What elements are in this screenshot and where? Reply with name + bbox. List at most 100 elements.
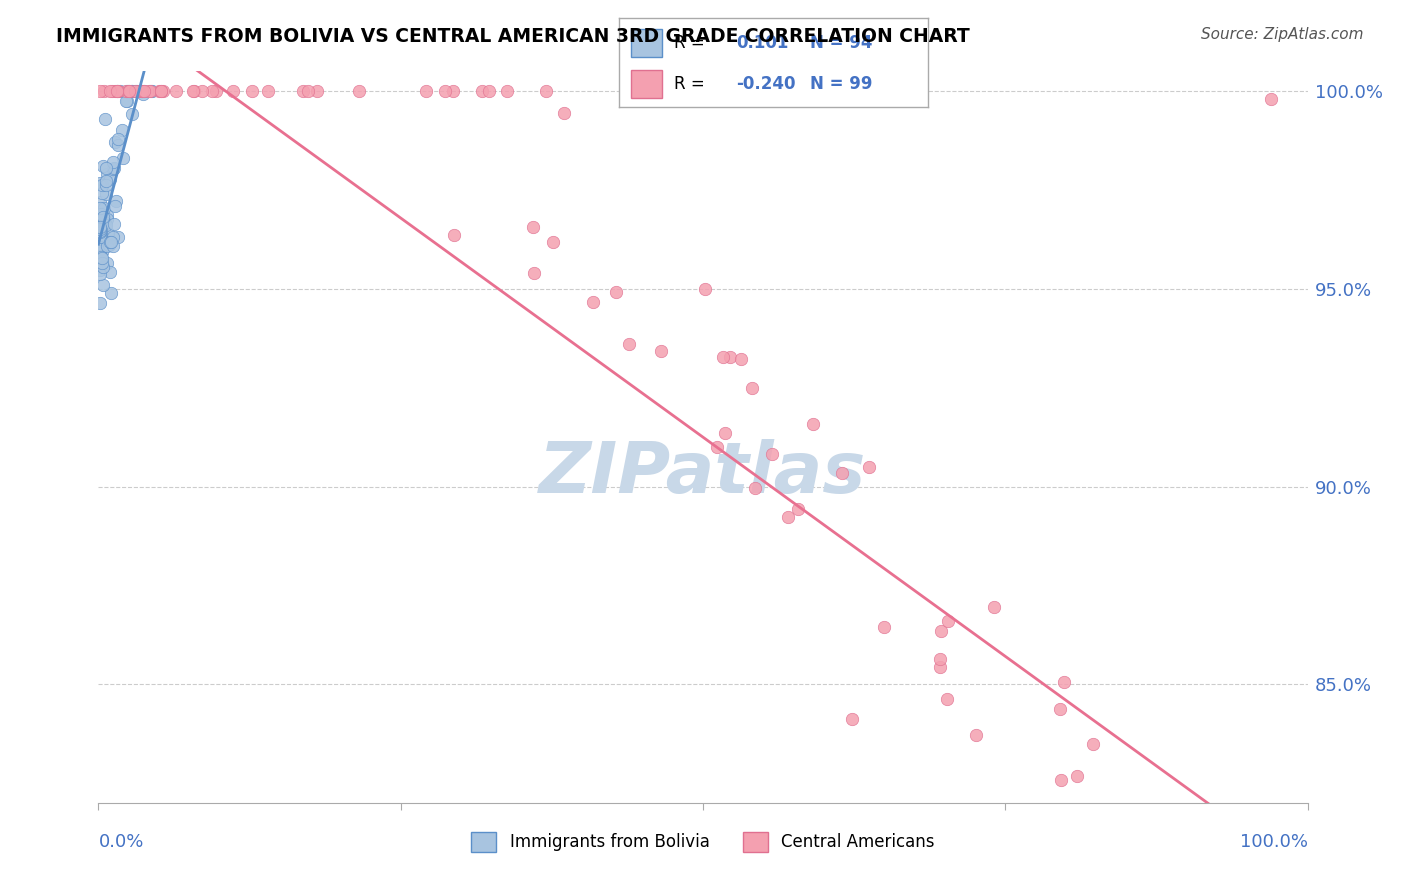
Point	[297, 84, 319, 98]
Point	[104, 199, 127, 213]
Point	[103, 161, 125, 175]
Point	[96, 256, 118, 270]
Point	[650, 343, 672, 358]
Point	[150, 84, 173, 98]
Point	[89, 201, 111, 215]
Point	[873, 620, 896, 634]
Point	[90, 213, 112, 227]
Point	[522, 220, 544, 235]
Point	[90, 256, 112, 270]
Point	[132, 84, 155, 98]
Point	[120, 84, 142, 98]
Point	[98, 235, 121, 249]
Point	[93, 84, 115, 98]
Point	[98, 171, 121, 186]
Point	[149, 84, 172, 98]
Point	[929, 651, 952, 665]
Point	[1251, 875, 1274, 889]
Text: IMMIGRANTS FROM BOLIVIA VS CENTRAL AMERICAN 3RD GRADE CORRELATION CHART: IMMIGRANTS FROM BOLIVIA VS CENTRAL AMERI…	[56, 27, 970, 45]
Point	[90, 249, 112, 263]
Point	[1066, 769, 1088, 783]
Point	[125, 84, 148, 98]
Point	[89, 230, 111, 244]
Point	[105, 84, 128, 98]
Point	[801, 417, 824, 431]
Point	[91, 178, 114, 193]
Point	[190, 84, 212, 98]
Point	[89, 218, 111, 232]
Point	[553, 106, 575, 120]
Point	[1136, 875, 1159, 889]
Point	[97, 238, 120, 252]
Point	[1284, 875, 1306, 889]
Point	[415, 84, 437, 98]
Point	[1191, 875, 1213, 889]
Point	[1049, 701, 1071, 715]
Point	[89, 295, 111, 310]
Point	[89, 225, 111, 239]
Point	[107, 84, 129, 98]
Point	[91, 219, 114, 234]
Point	[96, 167, 118, 181]
Point	[181, 84, 204, 98]
Point	[131, 84, 153, 98]
Point	[433, 84, 456, 98]
Point	[101, 230, 124, 244]
Point	[94, 112, 117, 127]
Point	[90, 229, 112, 244]
Point	[201, 84, 224, 98]
Point	[97, 226, 120, 240]
Point	[1256, 875, 1278, 889]
Point	[148, 84, 170, 98]
Point	[129, 84, 152, 98]
Point	[706, 441, 728, 455]
Point	[89, 84, 111, 98]
Point	[89, 224, 111, 238]
Point	[1219, 875, 1241, 889]
Point	[929, 660, 952, 674]
Point	[112, 151, 135, 165]
Point	[129, 84, 152, 98]
Point	[929, 624, 952, 638]
Point	[841, 712, 863, 726]
Point	[1067, 871, 1090, 885]
Text: 100.0%: 100.0%	[1240, 833, 1308, 851]
Point	[115, 84, 138, 98]
Text: N = 94: N = 94	[810, 34, 873, 52]
Point	[496, 84, 519, 98]
Text: -0.240: -0.240	[737, 75, 796, 93]
Point	[1053, 674, 1076, 689]
FancyBboxPatch shape	[631, 29, 662, 57]
Point	[121, 84, 143, 98]
Point	[89, 230, 111, 244]
Point	[1240, 875, 1263, 889]
Point	[107, 230, 129, 244]
Point	[1225, 875, 1247, 889]
Point	[93, 211, 115, 226]
Text: R =: R =	[675, 75, 704, 93]
Point	[965, 728, 987, 742]
Point	[89, 241, 111, 255]
Point	[93, 215, 115, 229]
Point	[94, 218, 117, 232]
Point	[103, 218, 125, 232]
Point	[1098, 875, 1121, 889]
Text: ZIPatlas: ZIPatlas	[540, 439, 866, 508]
Point	[292, 84, 315, 98]
Point	[534, 84, 557, 98]
Point	[98, 84, 121, 98]
Point	[104, 84, 127, 98]
Text: R =: R =	[675, 34, 704, 52]
Point	[478, 84, 501, 98]
Point	[741, 381, 763, 395]
Point	[89, 246, 111, 260]
Point	[141, 84, 163, 98]
Legend: Immigrants from Bolivia, Central Americans: Immigrants from Bolivia, Central America…	[463, 823, 943, 860]
Point	[1194, 875, 1216, 889]
Point	[441, 84, 464, 98]
Point	[89, 222, 111, 236]
Point	[89, 242, 111, 256]
Point	[831, 466, 853, 480]
Point	[91, 211, 114, 225]
Point	[761, 447, 783, 461]
